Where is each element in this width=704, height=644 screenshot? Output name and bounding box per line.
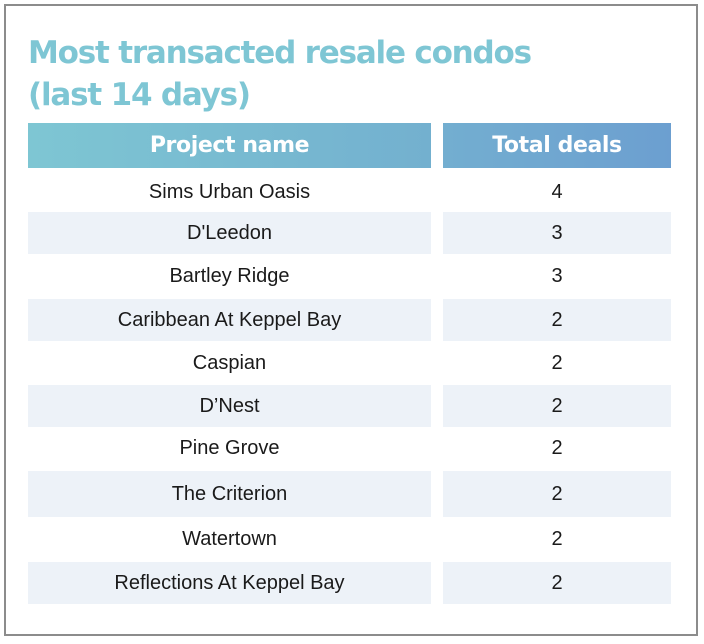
table-cell-project-name: Bartley Ridge	[169, 264, 290, 287]
table-cell-total-deals: 2	[551, 436, 563, 459]
table-cell-total-deals: 2	[443, 471, 671, 517]
table-cell-total-deals: 2	[551, 527, 563, 550]
table-cell-total-deals: 3	[551, 264, 563, 287]
table-title: Most transacted resale condos (last 14 d…	[28, 32, 678, 116]
table-cell-project-name: D'Leedon	[28, 212, 431, 254]
table-cell-total-deals: 2	[443, 385, 671, 427]
table-cell-project-name: Sims Urban Oasis	[148, 180, 311, 203]
table-cell-project-name: The Criterion	[28, 471, 431, 517]
column-header-total-deals: Total deals	[443, 123, 671, 168]
table-body: Sims Urban Oasis 4 D'Leedon 3 Bartley Ridge 3…	[6, 6, 696, 634]
table-cell-total-deals: 2	[443, 562, 671, 604]
table-cell-project-name: Caspian	[192, 351, 267, 374]
table-cell-total-deals: 4	[551, 180, 563, 203]
table-cell-project-name: Reflections At Keppel Bay	[28, 562, 431, 604]
table-title-line-2: (last 14 days)	[28, 77, 251, 113]
column-header-project-name: Project name	[28, 123, 431, 168]
table-cell-total-deals: 3	[443, 212, 671, 254]
table-cell-total-deals: 2	[443, 299, 671, 341]
table-cell-project-name: Watertown	[182, 527, 277, 550]
table-title-line-1: Most transacted resale condos	[28, 35, 532, 71]
table-cell-project-name: Caribbean At Keppel Bay	[28, 299, 431, 341]
table-cell-project-name: Pine Grove	[179, 436, 280, 459]
table-card: Most transacted resale condos (last 14 d…	[4, 4, 698, 636]
table-cell-project-name: D’Nest	[28, 385, 431, 427]
table-cell-total-deals: 2	[551, 351, 563, 374]
